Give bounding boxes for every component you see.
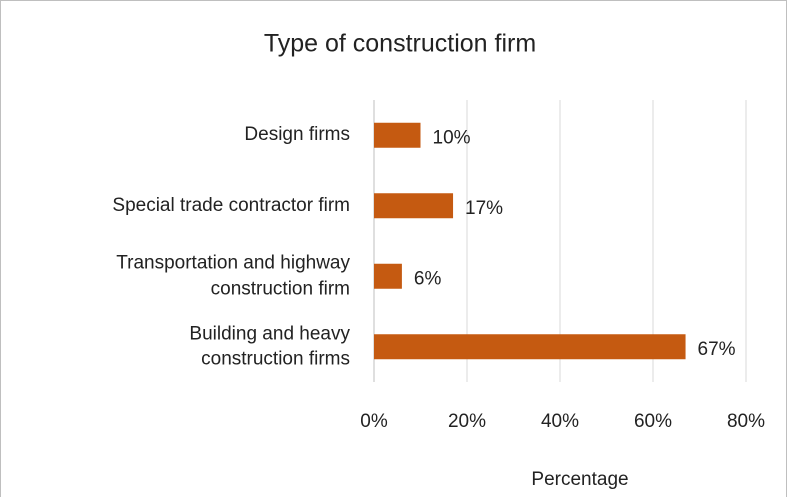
x-tick-label: 20%: [448, 411, 486, 432]
x-axis-title: Percentage: [531, 469, 628, 490]
y-tick-label: Special trade contractor firm: [112, 194, 350, 216]
chart-title: Type of construction firm: [264, 30, 536, 58]
x-tick-label: 0%: [360, 411, 388, 432]
bar: [374, 334, 686, 360]
x-tick-label: 80%: [727, 411, 765, 432]
x-tick-label: 40%: [541, 411, 579, 432]
bar: [374, 263, 402, 289]
y-tick-label: Transportation and highway construction …: [116, 252, 350, 300]
y-tick-label: Building and heavy construction firms: [189, 323, 350, 370]
y-tick-label: Design firms: [244, 124, 350, 146]
x-tick-label: 60%: [634, 411, 672, 432]
data-label: 17%: [465, 198, 503, 219]
data-label: 67%: [698, 339, 736, 360]
data-label: 6%: [414, 268, 442, 289]
bar: [374, 193, 454, 219]
bar: [374, 122, 421, 148]
data-label: 10%: [433, 127, 471, 148]
